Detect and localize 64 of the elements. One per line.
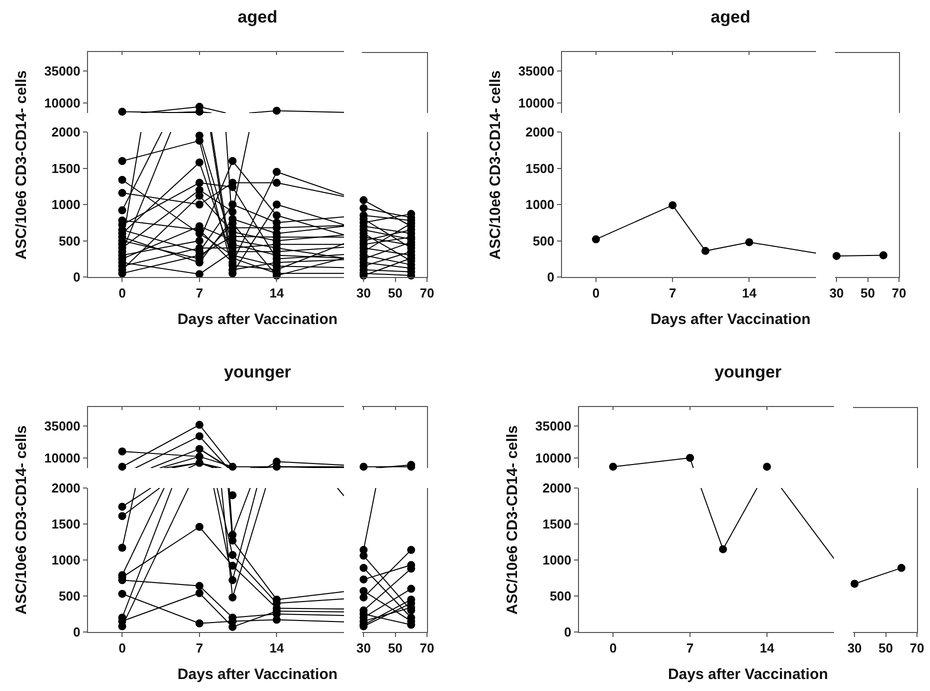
x-tick-label: 0	[118, 286, 126, 301]
x-tick-label: 70	[892, 286, 906, 301]
y-tick-label: 0	[564, 624, 572, 640]
y-tick-label: 0	[73, 624, 80, 640]
y-tick-label: 500	[58, 588, 80, 604]
chart-title: aged	[710, 8, 750, 28]
x-tick-label: 50	[388, 640, 403, 656]
y-tick-label: 500	[532, 233, 554, 248]
y-axis-title: ASC/10e6 CD3-CD14- cells	[486, 70, 504, 260]
y-axis-title: ASC/10e6 CD3-CD14- cells	[12, 70, 30, 260]
x-tick-label: 0	[118, 640, 126, 656]
y-tick-label: 35000	[44, 64, 80, 79]
x-tick-label: 7	[196, 640, 204, 656]
x-tick-label: 30	[829, 286, 844, 301]
y-tick-label: 1500	[51, 160, 80, 176]
x-tick-label: 7	[196, 286, 204, 301]
y-tick-label: 500	[550, 588, 572, 604]
y-tick-label: 500	[58, 233, 80, 248]
y-tick-label: 10000	[535, 450, 572, 466]
y-tick-label: 0	[547, 270, 554, 285]
y-tick-label: 1000	[542, 552, 572, 568]
y-tick-label: 10000	[44, 95, 80, 110]
y-tick-label: 10000	[44, 450, 80, 466]
x-tick-label: 70	[420, 640, 434, 656]
x-tick-label: 30	[356, 286, 371, 301]
x-axis-title: Days after Vaccination	[177, 666, 338, 684]
y-tick-label: 1000	[51, 552, 80, 568]
y-tick-label: 1500	[525, 160, 554, 176]
x-tick-label: 50	[388, 286, 403, 301]
y-axis-title: ASC/10e6 CD3-CD14- cells	[504, 424, 522, 614]
x-tick-label: 14	[742, 286, 758, 301]
y-tick-label: 2000	[51, 124, 80, 140]
x-tick-label: 50	[860, 286, 876, 301]
y-tick-label: 2000	[525, 124, 554, 140]
x-tick-label: 30	[356, 640, 371, 656]
x-tick-label: 70	[420, 286, 434, 301]
y-tick-label: 35000	[535, 418, 572, 434]
y-tick-label: 1500	[542, 516, 572, 532]
x-axis-title: Days after Vaccination	[668, 666, 828, 684]
x-tick-label: 14	[269, 286, 285, 301]
x-tick-label: 50	[878, 640, 894, 656]
y-tick-label: 10000	[518, 95, 554, 110]
x-tick-label: 7	[686, 640, 694, 656]
x-tick-label: 0	[592, 286, 600, 301]
y-tick-label: 35000	[518, 64, 554, 79]
x-axis-title: Days after Vaccination	[650, 310, 811, 328]
x-tick-label: 30	[847, 640, 862, 656]
chart-title: aged	[238, 8, 278, 28]
x-tick-label: 7	[668, 286, 676, 301]
y-tick-label: 2000	[51, 480, 80, 496]
x-tick-label: 0	[609, 640, 617, 656]
x-tick-label: 70	[910, 640, 924, 656]
y-tick-label: 2000	[542, 480, 572, 496]
y-tick-label: 1500	[51, 516, 80, 532]
y-axis-title: ASC/10e6 CD3-CD14- cells	[12, 424, 30, 614]
x-tick-label: 14	[760, 640, 775, 656]
x-tick-label: 14	[269, 640, 285, 656]
y-tick-label: 0	[73, 270, 80, 285]
x-axis-title: Days after Vaccination	[177, 310, 338, 328]
y-tick-label: 1000	[525, 197, 554, 212]
chart-title: younger	[714, 362, 782, 382]
y-tick-label: 35000	[44, 418, 80, 434]
y-tick-label: 1000	[51, 197, 80, 212]
chart-title: younger	[224, 362, 292, 382]
